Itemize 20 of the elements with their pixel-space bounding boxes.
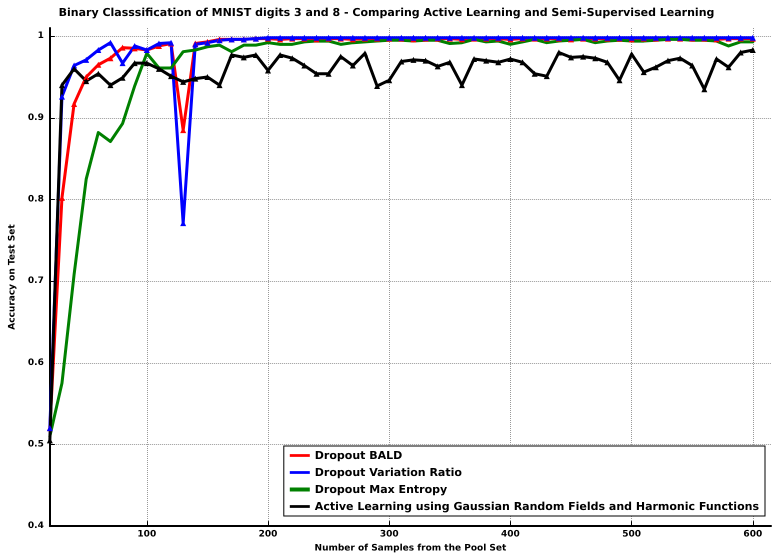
x-tick-label: 500 [622,530,642,540]
x-tick-label: 200 [258,530,278,540]
x-axis-title: Number of Samples from the Pool Set [314,544,508,554]
x-tick-label: 600 [743,530,762,540]
legend-label: Dropout Variation Ratio [314,466,462,479]
x-tick-label: 100 [137,530,156,540]
y-tick-label: 0.9 [28,112,44,123]
legend-label: Active Learning using Gaussian Random Fields and Harmonic Functions [314,500,760,513]
y-tick-label: 0.5 [28,439,44,450]
y-tick-label: 0.7 [28,276,44,286]
chart-title: Binary Classsification of MNIST digits 3 and 8 - Comparing Active Learning and Semi-Supervised Learning [58,6,714,19]
y-tick-label: 0.4 [28,521,44,532]
x-tick-label: 400 [501,530,520,540]
y-tick-label: 0.6 [28,358,44,368]
x-tick-label: 300 [380,530,399,540]
y-tick-label: 0.8 [28,194,44,204]
y-axis-title: Accuracy on Test Set [8,224,18,330]
y-tick-label: 1 [38,31,44,42]
legend-label: Dropout Max Entropy [314,483,448,496]
legend-label: Dropout BALD [314,449,402,462]
